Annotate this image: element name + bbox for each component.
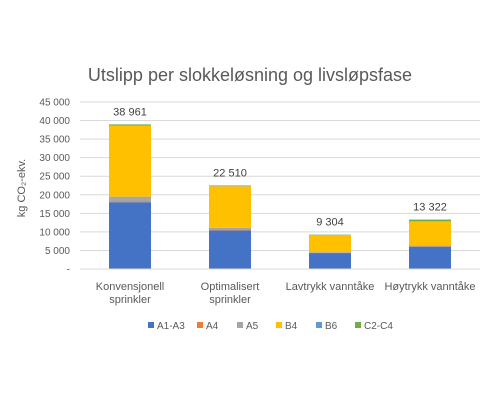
bar-segment-c2-c4: [409, 219, 451, 222]
total-label: 22 510: [213, 167, 247, 179]
bar-segment-a5: [209, 227, 251, 231]
bar-segment-c2-c4: [109, 124, 151, 126]
y-tick-label: 40 000: [39, 116, 70, 127]
y-tick-label: 20 000: [39, 190, 70, 201]
bar-segment-b4: [209, 186, 251, 228]
y-axis-ticks: - 5 000 10 000 15 000 20 000 25 000 30 000 35 0…: [39, 98, 70, 276]
y-tick-label: 10 000: [39, 227, 70, 238]
chart-title: Utslipp per slokkeløsning og livsløpsfas…: [88, 65, 412, 85]
y-tick-label: 25 000: [39, 172, 70, 183]
bar-segment-a1-a3: [109, 202, 151, 269]
bars: [109, 124, 451, 269]
bar-segment-a1-a3: [309, 253, 351, 269]
y-axis-label: kg CO₂-ekv.: [16, 159, 28, 217]
bar-segment-b4: [309, 234, 351, 253]
total-label: 13 322: [413, 202, 447, 214]
bar-segment-c2-c4: [209, 185, 251, 187]
legend-label: B4: [285, 321, 298, 332]
bar-segment-a1-a3: [409, 246, 451, 269]
bar-segment-a1-a3: [209, 230, 251, 269]
bar-segment-b4: [109, 125, 151, 197]
x-axis-categories: Konvensjonell sprinkler Optimalisert sprink…: [96, 281, 476, 306]
legend: A1-A3 A4 A5 B4 B6 C2-C4: [148, 321, 393, 332]
legend-swatch: [237, 322, 243, 328]
total-labels: 38 961 22 510 9 304 13 322: [113, 106, 447, 228]
y-tick-label: 5 000: [45, 246, 70, 257]
bar-segment-b4: [409, 221, 451, 246]
legend-label: B6: [325, 321, 338, 332]
bar-segment-a5: [109, 196, 151, 202]
y-tick-label: -: [67, 265, 70, 276]
legend-label: C2-C4: [364, 321, 393, 332]
total-label: 38 961: [113, 106, 147, 118]
bar-segment-a5: [409, 245, 451, 247]
legend-label: A4: [206, 321, 219, 332]
legend-label: A1-A3: [157, 321, 185, 332]
y-tick-label: 35 000: [39, 135, 70, 146]
y-tick-label: 30 000: [39, 153, 70, 164]
bar-segment-a5: [309, 252, 351, 253]
y-tick-label: 45 000: [39, 98, 70, 109]
x-category-label: Konvensjonell sprinkler: [96, 281, 165, 306]
legend-swatch: [316, 322, 322, 328]
total-label: 9 304: [316, 216, 344, 228]
bar-segment-a4: [109, 201, 151, 203]
x-category-label: Optimalisert sprinkler: [201, 281, 260, 306]
legend-swatch: [197, 322, 203, 328]
legend-label: A5: [246, 321, 259, 332]
legend-swatch: [276, 322, 282, 328]
x-category-label: Høytrykk vanntåke: [384, 281, 475, 293]
legend-swatch: [148, 322, 154, 328]
y-tick-label: 15 000: [39, 209, 70, 220]
legend-swatch: [355, 322, 361, 328]
x-category-label: Lavtrykk vanntåke: [286, 281, 375, 293]
